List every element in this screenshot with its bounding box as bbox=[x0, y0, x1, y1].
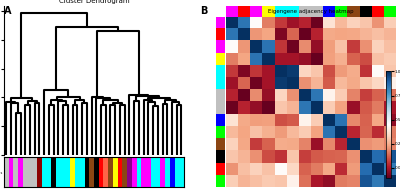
Text: A: A bbox=[4, 6, 12, 16]
Title: Eigengene adjacency heatmap: Eigengene adjacency heatmap bbox=[268, 9, 354, 14]
Title: Cluster Dendrogram: Cluster Dendrogram bbox=[58, 0, 129, 4]
Text: B: B bbox=[200, 6, 207, 16]
